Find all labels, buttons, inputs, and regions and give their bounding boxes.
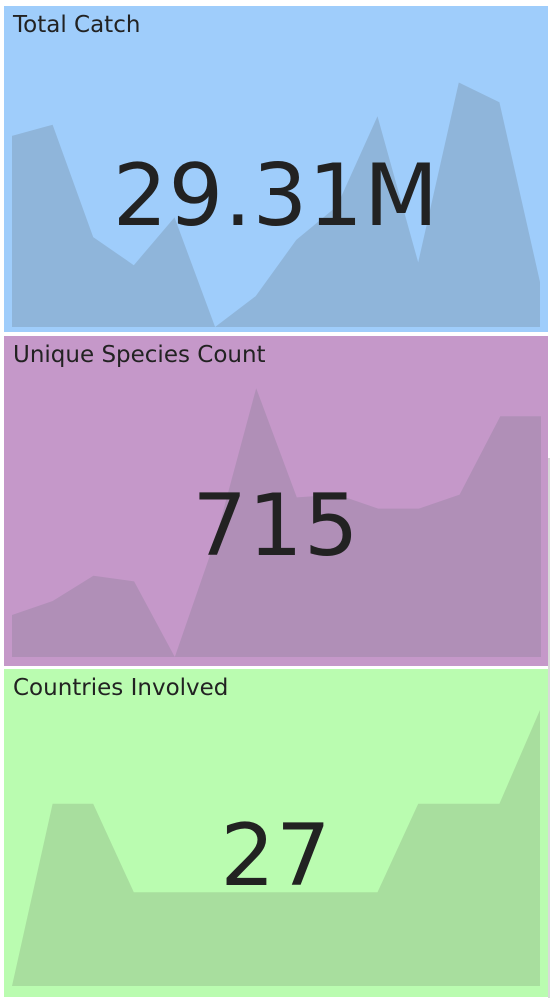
countries-involved-title: Countries Involved xyxy=(13,675,229,701)
total-catch-card[interactable]: Total Catch 29.31M xyxy=(4,6,548,332)
unique-species-value: 715 xyxy=(192,476,360,576)
unique-species-card[interactable]: Unique Species Count 715 xyxy=(4,336,548,666)
total-catch-sparkline xyxy=(12,82,540,327)
countries-involved-value: 27 xyxy=(220,806,332,906)
sparkline-area xyxy=(12,82,540,327)
unique-species-sparkline xyxy=(12,388,541,657)
total-catch-title: Total Catch xyxy=(13,12,141,38)
countries-involved-card[interactable]: Countries Involved 27 xyxy=(4,669,548,997)
unique-species-title: Unique Species Count xyxy=(13,342,266,368)
total-catch-value: 29.31M xyxy=(112,146,440,246)
panel-edge-divider xyxy=(548,458,550,998)
countries-involved-sparkline xyxy=(12,710,540,986)
sparkline-area xyxy=(12,710,540,986)
sparkline-area xyxy=(12,388,541,657)
